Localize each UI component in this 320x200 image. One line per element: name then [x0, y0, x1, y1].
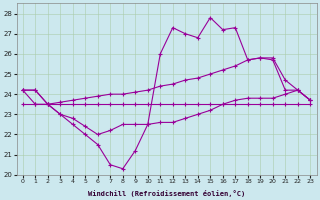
X-axis label: Windchill (Refroidissement éolien,°C): Windchill (Refroidissement éolien,°C) [88, 190, 245, 197]
